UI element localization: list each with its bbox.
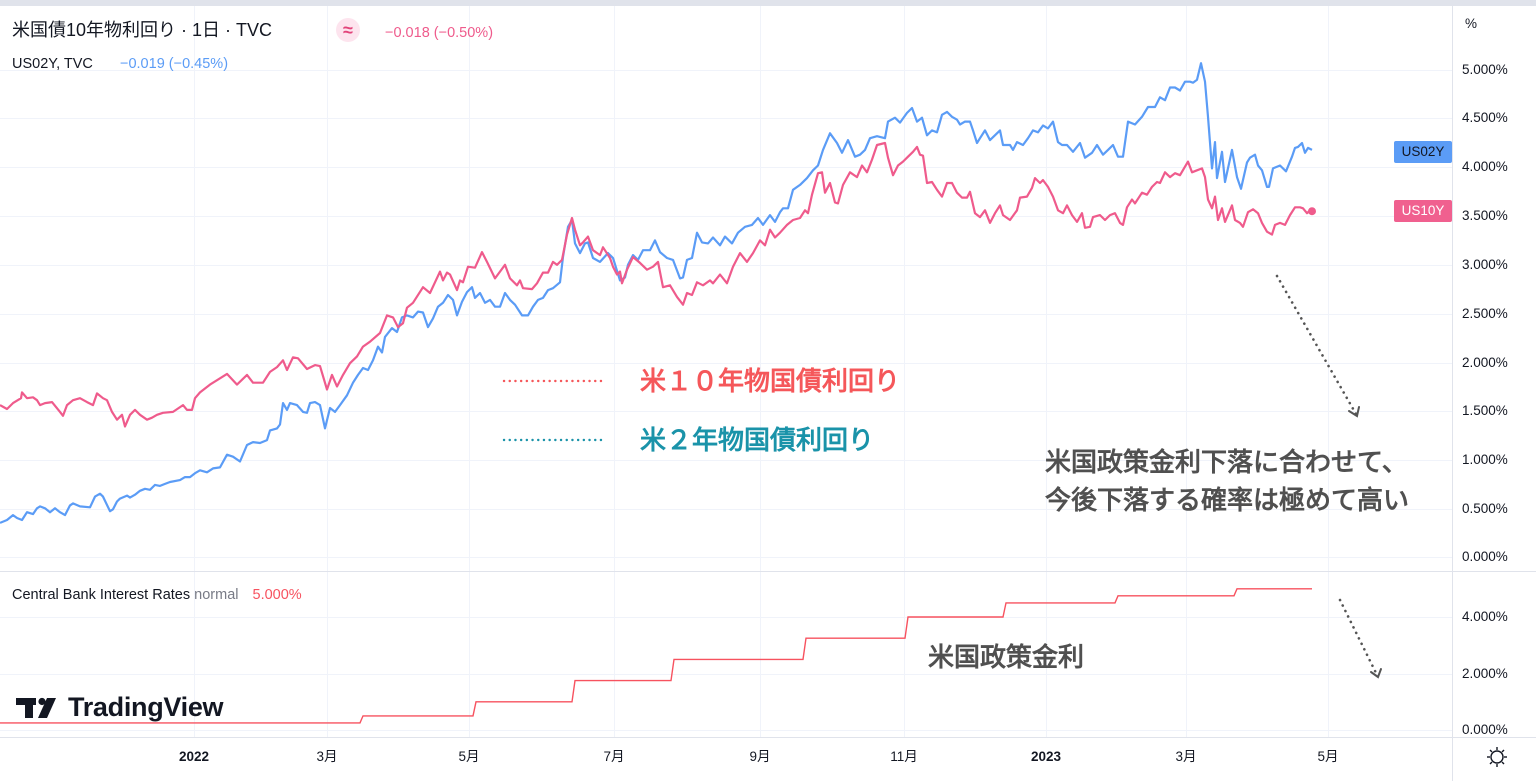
legend-10y-label: 米１０年物国債利回り (640, 366, 901, 396)
indicator-title: Central Bank Interest Rates (12, 587, 191, 603)
price-tick: 5.000% (1462, 62, 1508, 77)
price-axis-unit: % (1465, 16, 1478, 31)
time-tick: 9月 (749, 749, 771, 764)
gear-icon[interactable] (1487, 747, 1507, 767)
policy-arrow-icon (1338, 598, 1382, 679)
lower-price-tick: 2.000% (1462, 666, 1508, 681)
us02y-change: −0.019 (−0.45%) (120, 56, 229, 72)
indicator-mode: normal (194, 587, 239, 603)
time-tick: 3月 (1175, 749, 1197, 764)
lower-price-tick: 0.000% (1462, 722, 1508, 737)
price-tick: 2.000% (1462, 355, 1508, 370)
time-tick: 5月 (458, 749, 480, 764)
price-tick: 4.000% (1462, 159, 1508, 174)
forecast-arrow-icon (1275, 274, 1360, 418)
forecast-note-line1: 米国政策金利下落に合わせて、 (1045, 447, 1408, 477)
time-tick: 7月 (603, 749, 625, 764)
grid (0, 6, 1452, 737)
price-tick: 0.000% (1462, 549, 1508, 564)
indicator-legend[interactable]: Central Bank Interest Rates normal 5.000… (12, 585, 302, 605)
us10y-line[interactable] (0, 141, 1313, 428)
tradingview-logo-icon (16, 697, 56, 718)
legend-2y-label: 米２年物国債利回り (640, 425, 875, 455)
price-tick: 0.500% (1462, 501, 1508, 516)
us10y-price-label: US10Y (1394, 200, 1452, 222)
policy-rate-note: 米国政策金利 (928, 642, 1085, 672)
time-tick: 5月 (1317, 749, 1339, 764)
symbol-title[interactable]: 米国債10年物利回り · 1日 · TVC (12, 20, 273, 40)
price-tick: 1.500% (1462, 403, 1508, 418)
price-tick: 4.500% (1462, 110, 1508, 125)
us10y-change: −0.018 (−0.50%) (385, 25, 494, 41)
tradingview-logo[interactable]: TradingView (68, 692, 224, 722)
us02y-symbol[interactable]: US02Y, TVC (12, 56, 93, 72)
time-tick: 3月 (316, 749, 338, 764)
forecast-note-line2: 今後下落する確率は極めて高い (1045, 485, 1410, 515)
time-tick: 11月 (890, 749, 918, 764)
approx-icon[interactable]: ≈ (336, 18, 360, 42)
time-tick: 2023 (1030, 749, 1062, 764)
us10y-last-dot (1308, 207, 1316, 216)
price-tick: 2.500% (1462, 306, 1508, 321)
lower-price-tick: 4.000% (1462, 609, 1508, 624)
time-tick: 2022 (178, 749, 210, 764)
top-border (0, 0, 1536, 6)
price-tick: 1.000% (1462, 452, 1508, 467)
price-tick: 3.000% (1462, 257, 1508, 272)
price-tick: 3.500% (1462, 208, 1508, 223)
indicator-value: 5.000% (252, 587, 302, 603)
us02y-price-label: US02Y (1394, 141, 1452, 163)
borders (0, 6, 1536, 781)
policy-rate-step-line[interactable] (0, 588, 1312, 724)
us02y-line[interactable] (0, 62, 1313, 524)
